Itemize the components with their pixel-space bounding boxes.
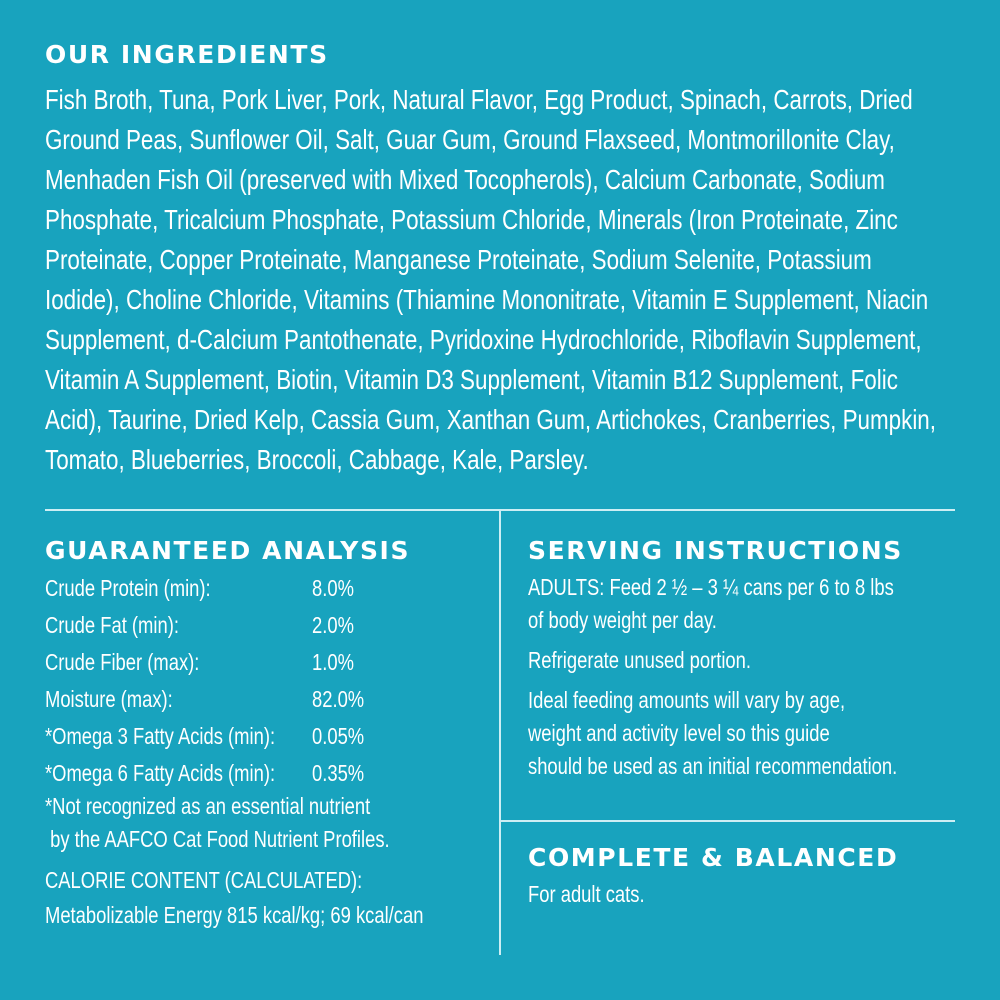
- analysis-label: Crude Fiber (max):: [45, 649, 200, 675]
- analysis-footnote: by the AAFCO Cat Food Nutrient Profiles.: [45, 826, 390, 852]
- analysis-value: 2.0%: [312, 612, 354, 638]
- analysis-value: 1.0%: [312, 649, 354, 675]
- analysis-label: *Omega 6 Fatty Acids (min):: [45, 760, 276, 786]
- divider-vertical: [499, 510, 501, 955]
- calorie-title: CALORIE CONTENT (CALCULATED):: [45, 867, 363, 893]
- serving-title: SERVING INSTRUCTIONS: [528, 536, 903, 565]
- analysis-label: Moisture (max):: [45, 686, 173, 712]
- analysis-value: 0.35%: [312, 760, 365, 786]
- ingredients-line: Supplement, d-Calcium Pantothenate, Pyri…: [45, 324, 922, 355]
- serving-line: should be used as an initial recommendat…: [528, 753, 898, 779]
- ingredients-line: Phosphate, Tricalcium Phosphate, Potassi…: [45, 204, 898, 235]
- calorie-value: Metabolizable Energy 815 kcal/kg; 69 kca…: [45, 902, 424, 928]
- analysis-value: 82.0%: [312, 686, 365, 712]
- ingredients-line: Ground Peas, Sunflower Oil, Salt, Guar G…: [45, 124, 895, 155]
- ingredients-line: Menhaden Fish Oil (preserved with Mixed …: [45, 164, 885, 195]
- ingredients-line: Vitamin A Supplement, Biotin, Vitamin D3…: [45, 364, 898, 395]
- ingredients-line: Acid), Taurine, Dried Kelp, Cassia Gum, …: [45, 404, 936, 435]
- ingredients-line: Fish Broth, Tuna, Pork Liver, Pork, Natu…: [45, 84, 913, 115]
- analysis-title: GUARANTEED ANALYSIS: [45, 536, 411, 565]
- serving-line: of body weight per day.: [528, 607, 717, 633]
- complete-title: COMPLETE & BALANCED: [528, 843, 899, 872]
- ingredients-line: Tomato, Blueberries, Broccoli, Cabbage, …: [45, 444, 589, 475]
- ingredients-line: Iodide), Choline Chloride, Vitamins (Thi…: [45, 284, 929, 315]
- analysis-label: *Omega 3 Fatty Acids (min):: [45, 723, 276, 749]
- serving-line: weight and activity level so this guide: [528, 720, 830, 746]
- analysis-label: Crude Protein (min):: [45, 575, 211, 601]
- complete-text: For adult cats.: [528, 881, 645, 907]
- divider-right: [500, 820, 955, 822]
- serving-line: Ideal feeding amounts will vary by age,: [528, 687, 846, 713]
- serving-line: Refrigerate unused portion.: [528, 647, 751, 673]
- ingredients-line: Proteinate, Copper Proteinate, Manganese…: [45, 244, 872, 275]
- serving-line: ADULTS: Feed 2 ½ – 3 ¼ cans per 6 to 8 l…: [528, 574, 894, 600]
- analysis-value: 0.05%: [312, 723, 365, 749]
- ingredients-title: OUR INGREDIENTS: [45, 40, 329, 69]
- analysis-footnote: *Not recognized as an essential nutrient: [45, 793, 371, 819]
- analysis-label: Crude Fat (min):: [45, 612, 179, 638]
- analysis-value: 8.0%: [312, 575, 354, 601]
